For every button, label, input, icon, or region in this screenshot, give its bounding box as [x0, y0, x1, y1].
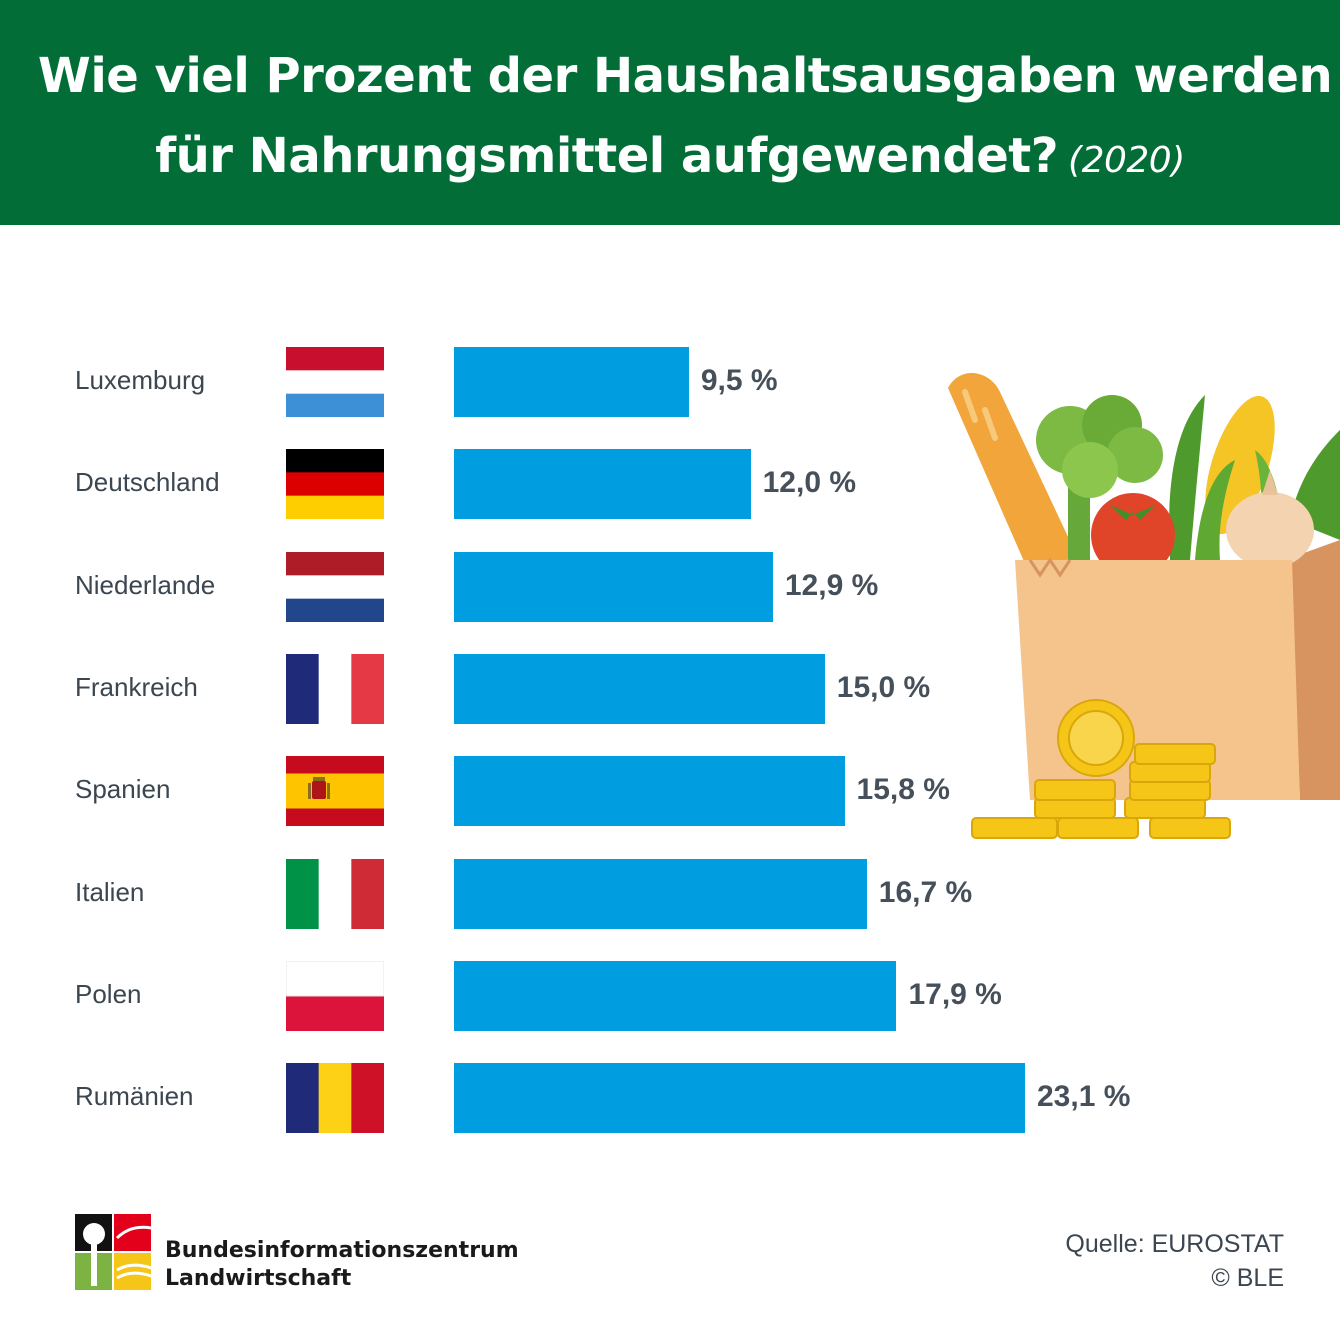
bar [454, 449, 751, 520]
category-label: Rumänien [75, 1081, 194, 1112]
chart-title-line-1: Wie viel Prozent der Haushaltsausgaben w… [37, 48, 1333, 104]
bzl-logo-icon [75, 1214, 151, 1290]
data-label: 15,0 % [836, 670, 931, 704]
category-label: Polen [75, 978, 142, 1009]
bar [454, 858, 867, 929]
category-label: Frankreich [75, 671, 198, 702]
bar [454, 347, 689, 417]
copyright-label: © BLE [1211, 1264, 1284, 1292]
grocery-bag-illustration [948, 372, 1340, 839]
data-label: 15,8 % [856, 773, 950, 807]
source-label: Quelle: EUROSTAT [1065, 1230, 1284, 1258]
data-label: 12,0 % [762, 466, 857, 500]
title-banner: Wie viel Prozent der Haushaltsausgaben w… [0, 0, 1340, 225]
data-label: 16,7 % [878, 875, 973, 909]
luxembourg-flag [286, 347, 384, 417]
chart-year: (2020) [1068, 140, 1185, 181]
poland-flag [286, 960, 384, 1031]
category-label: Niederlande [75, 569, 216, 600]
bar [454, 960, 897, 1031]
bar [454, 551, 773, 622]
organization-name-line-1: Bundesinformationszentrum [165, 1238, 519, 1263]
data-label: 17,9 % [908, 977, 1002, 1011]
romania-flag [286, 1063, 384, 1134]
bar [454, 1063, 1025, 1134]
spain-flag [286, 756, 384, 827]
germany-flag [286, 449, 384, 520]
organization-name-line-2: Landwirtschaft [165, 1266, 352, 1291]
chart-title-line-2: für Nahrungsmittel aufgewendet? (2020) [0, 128, 1340, 184]
bar [454, 653, 825, 724]
bar [454, 756, 845, 827]
france-flag [286, 653, 384, 724]
netherlands-flag [286, 551, 384, 622]
category-label: Luxemburg [75, 365, 206, 395]
category-label: Italien [75, 876, 145, 907]
data-label: 12,9 % [784, 568, 879, 602]
category-label: Spanien [75, 774, 171, 805]
category-label: Deutschland [75, 467, 220, 498]
chart-title-line-2-text: für Nahrungsmittel aufgewendet? [155, 128, 1059, 184]
data-label: 23,1 % [1037, 1080, 1131, 1114]
italy-flag [286, 858, 384, 929]
data-label: 9,5 % [700, 364, 778, 397]
